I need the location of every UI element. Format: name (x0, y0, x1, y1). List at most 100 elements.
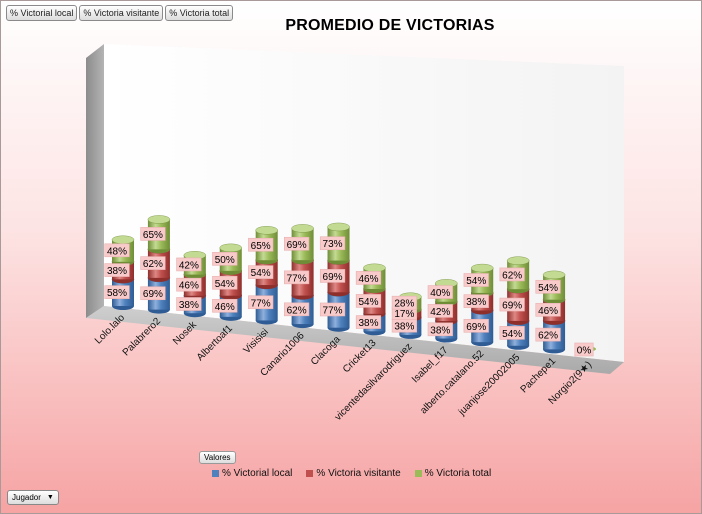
svg-text:69%: 69% (466, 322, 486, 333)
value-label-visitante: 38% (463, 294, 489, 308)
svg-text:69%: 69% (143, 289, 163, 300)
value-label-total: 62% (499, 267, 525, 281)
svg-text:65%: 65% (143, 230, 163, 241)
legend-swatch-visitante (306, 470, 314, 477)
value-label-visitante: 38% (104, 263, 130, 277)
svg-text:62%: 62% (502, 270, 522, 281)
svg-text:69%: 69% (502, 301, 522, 312)
value-label-local: 69% (463, 318, 489, 333)
value-label-total: 69% (284, 236, 310, 251)
svg-text:38%: 38% (179, 300, 199, 311)
value-label-visitante: 42% (427, 304, 453, 318)
value-label-local: 38% (427, 322, 453, 336)
value-label-total: 54% (463, 273, 489, 287)
value-label-visitante: 69% (319, 269, 346, 283)
value-label-visitante: 46% (176, 277, 202, 292)
svg-text:62%: 62% (538, 331, 558, 342)
svg-text:54%: 54% (358, 297, 378, 308)
value-label-visitante: 69% (499, 297, 525, 312)
svg-text:46%: 46% (538, 306, 558, 317)
value-label-local: 62% (284, 302, 310, 316)
value-label-local: 38% (355, 315, 382, 329)
field-button-local[interactable]: % Victorial local (6, 5, 78, 21)
value-label-local: 77% (319, 302, 346, 316)
value-label-local: 38% (391, 318, 417, 333)
legend-item-local: % Victorial local (212, 468, 292, 479)
svg-text:42%: 42% (430, 307, 450, 318)
legend-label-local: % Victorial local (222, 468, 293, 479)
value-label-total: 65% (248, 237, 274, 252)
field-buttons: % Victorial local % Victoria visitante %… (6, 5, 234, 21)
dropdown-arrow-icon: ▼ (46, 494, 54, 501)
svg-text:58%: 58% (107, 288, 127, 299)
value-label-local: 38% (176, 297, 202, 311)
field-button-visitante[interactable]: % Victoria visitante (79, 5, 164, 21)
svg-text:40%: 40% (430, 288, 450, 299)
category-label: vicentedasilvarodriguez (333, 341, 415, 423)
jugador-filter-button[interactable]: Jugador ▼ (7, 490, 59, 505)
svg-text:77%: 77% (287, 273, 307, 284)
svg-text:46%: 46% (179, 281, 199, 292)
field-button-total[interactable]: % Victoria total (165, 5, 234, 21)
svg-text:0%: 0% (577, 346, 592, 357)
value-label-visitante: 62% (140, 256, 166, 270)
value-label-visitante: 54% (212, 275, 238, 290)
chart-title: PROMEDIO DE VICTORIAS (285, 17, 495, 34)
svg-text:69%: 69% (287, 240, 307, 251)
value-label-total: 0% (574, 342, 594, 357)
legend-swatch-local (212, 470, 219, 477)
value-label-total: 65% (140, 227, 166, 241)
legend-label-total: % Victoria total (424, 468, 492, 479)
svg-text:38%: 38% (466, 297, 486, 308)
value-label-visitante: 54% (248, 265, 274, 279)
svg-text:73%: 73% (323, 239, 343, 250)
value-label-total: 73% (319, 236, 346, 250)
bar-segment-total (327, 222, 350, 265)
svg-text:54%: 54% (466, 276, 486, 287)
svg-text:54%: 54% (538, 283, 558, 294)
svg-text:54%: 54% (215, 279, 235, 290)
legend-item-total: % Victoria total (414, 468, 492, 479)
svg-text:38%: 38% (430, 325, 450, 336)
svg-text:50%: 50% (215, 255, 235, 266)
value-label-total: 50% (212, 252, 238, 266)
svg-text:17%: 17% (394, 309, 414, 320)
value-label-local: 69% (140, 286, 166, 300)
svg-text:38%: 38% (394, 322, 414, 333)
svg-text:77%: 77% (323, 305, 343, 316)
legend: % Victorial local % Victoria visitante %… (212, 468, 491, 479)
svg-text:42%: 42% (179, 260, 199, 271)
legend-swatch-total (414, 470, 422, 477)
svg-text:38%: 38% (358, 318, 378, 329)
value-label-local: 58% (104, 285, 130, 299)
svg-text:69%: 69% (323, 272, 343, 283)
legend-item-visitante: % Victoria visitante (306, 468, 401, 479)
value-label-total: 46% (355, 271, 382, 285)
svg-text:65%: 65% (251, 241, 271, 252)
svg-text:62%: 62% (143, 259, 163, 270)
svg-text:54%: 54% (251, 268, 271, 279)
value-label-visitante: 46% (535, 302, 561, 317)
jugador-label: Jugador (12, 493, 41, 502)
value-label-total: 54% (535, 279, 561, 294)
value-label-visitante: 54% (355, 294, 382, 308)
value-label-visitante: 77% (284, 270, 310, 284)
svg-text:48%: 48% (107, 246, 127, 257)
value-label-total: 48% (104, 243, 130, 257)
side-wall (86, 44, 104, 318)
svg-text:77%: 77% (251, 298, 271, 309)
value-label-total: 28% (391, 295, 417, 310)
svg-text:62%: 62% (287, 305, 307, 316)
valores-button[interactable]: Valores (199, 451, 236, 464)
svg-text:54%: 54% (502, 329, 522, 340)
value-label-local: 62% (535, 327, 561, 342)
legend-label-visitante: % Victoria visitante (316, 468, 401, 479)
svg-text:46%: 46% (358, 274, 378, 285)
value-label-total: 40% (427, 285, 453, 299)
svg-text:38%: 38% (107, 266, 127, 277)
value-label-local: 46% (212, 298, 238, 313)
value-label-total: 42% (176, 257, 202, 271)
svg-text:28%: 28% (394, 299, 414, 310)
value-label-local: 54% (499, 326, 525, 340)
